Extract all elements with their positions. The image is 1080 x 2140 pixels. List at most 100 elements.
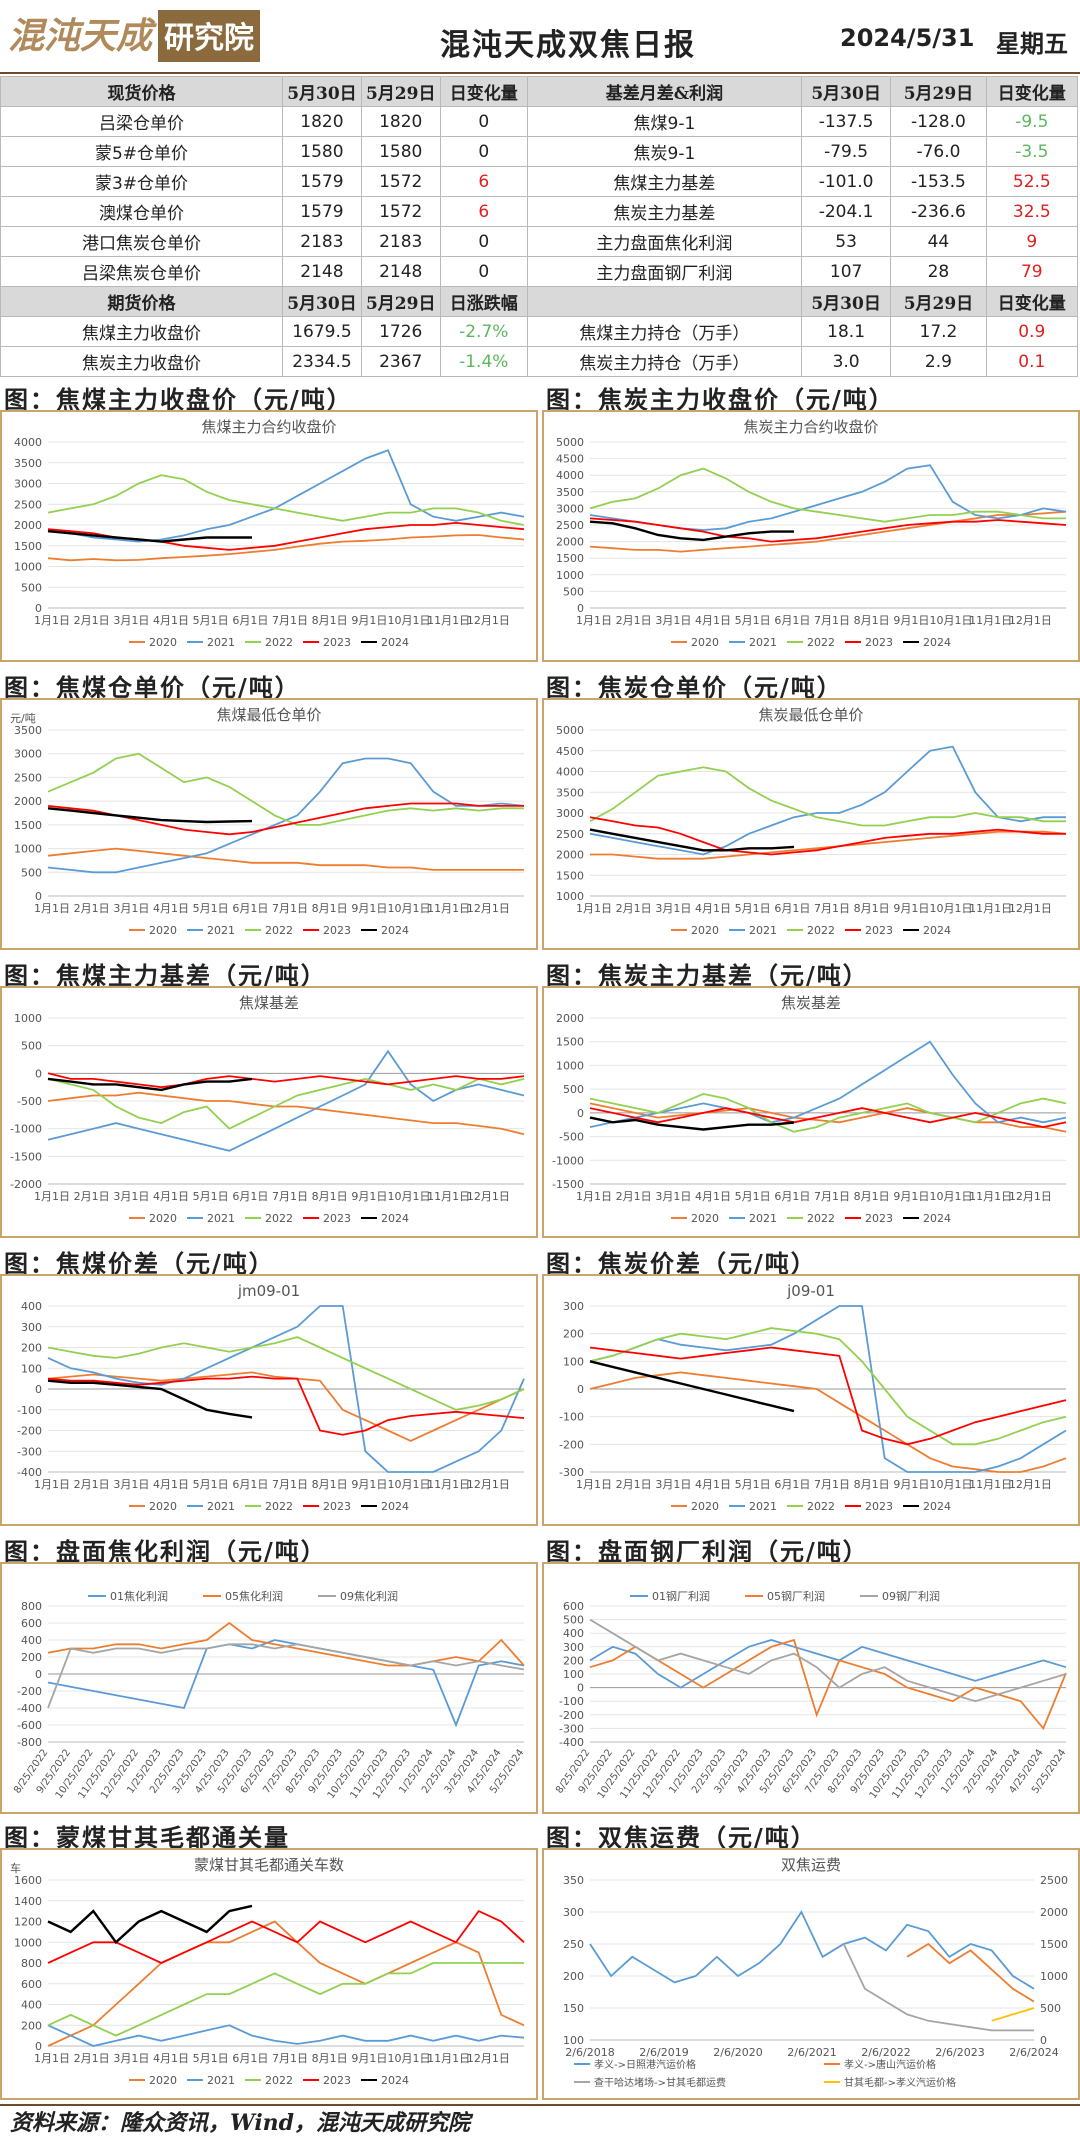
x-tick-label: 1月1日 (34, 1190, 70, 1203)
row-label: 焦煤主力持仓（万手） (526, 316, 802, 347)
x-tick-label: 4月1日 (153, 2052, 189, 2065)
row-label: 澳煤仓单价 (0, 196, 284, 227)
legend-label: 2023 (865, 1500, 893, 1513)
legend-label: 2022 (265, 2074, 293, 2087)
y-tick-label: 500 (563, 1614, 584, 1627)
chart-panel: 焦煤主力合约收盘价 0 500 1000 1500 2000 2500 3000 3500 400… (0, 410, 538, 662)
x-tick-label: 4月1日 (695, 1190, 731, 1203)
chart-svg: 焦炭最低仓单价 1000 1500 2000 2500 3000 3500 4000 4500 5… (556, 706, 1067, 937)
value-cell: 3.0 (800, 346, 892, 377)
section-title: 图：盘面钢厂利润（元/吨） (546, 1537, 869, 1566)
y-tick-label: -200 (17, 1425, 42, 1438)
y-tick-label: -1000 (10, 1123, 42, 1136)
y2-tick-label: 2000 (1040, 1906, 1068, 1919)
legend-label: 2021 (207, 1212, 235, 1225)
value-cell: -153.5 (890, 166, 987, 197)
y-tick-label: -400 (559, 1736, 584, 1749)
y-tick-label: 1000 (556, 890, 584, 903)
value-cell: 1579 (282, 166, 362, 197)
series-line (47, 847, 524, 871)
y-tick-label: 1500 (14, 819, 42, 832)
chart-svg: 焦煤主力合约收盘价 0 500 1000 1500 2000 2500 3000 3500 400… (14, 418, 525, 649)
value-cell: 1580 (360, 136, 441, 167)
series-line (589, 1346, 1067, 1446)
legend-label: 09焦化利润 (340, 1589, 398, 1603)
x-tick-label: 5月1日 (735, 902, 771, 915)
legend-label: 孝义->日照港汽运价格 (594, 2058, 696, 2071)
x-tick-label: 7月1日 (272, 1478, 308, 1491)
chart-panel: 焦煤最低仓单价 元/吨 0 500 1000 1500 2000 2500 3000 3500 1月… (0, 698, 538, 950)
x-tick-label: 2/6/2021 (787, 2046, 836, 2059)
table-row: 蒙3#仓单价 1579 1572 6 焦煤主力基差 -101.0 -153.5 52.5 (0, 166, 1079, 197)
series-line (47, 1305, 525, 1473)
section-title: 图：焦炭主力基差（元/吨） (546, 961, 869, 990)
x-tick-label: 2月1日 (74, 1190, 110, 1203)
legend-label: 2023 (323, 2074, 351, 2087)
x-tick-label: 12月1日 (467, 2052, 510, 2065)
table-header-cell: 5月30日 (800, 76, 892, 107)
row-label: 主力盘面钢厂利润 (526, 256, 802, 287)
legend-label: 2024 (381, 636, 409, 649)
change-cell: -1.4% (439, 346, 528, 377)
section-title: 图：焦煤仓单价（元/吨） (4, 673, 301, 702)
x-tick-label: 12月1日 (1009, 902, 1052, 915)
chart-title: j09-01 (786, 1282, 835, 1300)
series-line (589, 1371, 1067, 1473)
legend-label: 2022 (265, 636, 293, 649)
y-tick-label: 4500 (556, 745, 584, 758)
x-tick-label: 5月1日 (193, 614, 229, 627)
change-cell: 0 (439, 226, 528, 257)
x-tick-label: 1月1日 (576, 1190, 612, 1203)
x-tick-label: 4月1日 (695, 614, 731, 627)
change-cell: 6 (439, 196, 528, 227)
legend-label: 2024 (381, 1212, 409, 1225)
y-tick-label: 500 (563, 1083, 584, 1096)
series-line (589, 1107, 1067, 1129)
x-tick-label: 12月1日 (467, 1190, 510, 1203)
series-line (47, 1077, 253, 1092)
legend-label: 2023 (323, 1500, 351, 1513)
y-tick-label: -400 (17, 1466, 42, 1479)
series-line (47, 1336, 525, 1411)
y-tick-label: -300 (559, 1722, 584, 1735)
header: 混沌天成 研究院 混沌天成双焦日报 2024/5/31 星期五 (0, 0, 1080, 74)
legend-label: 2023 (323, 924, 351, 937)
value-cell: 2183 (282, 226, 362, 257)
x-tick-label: 10月1日 (388, 902, 431, 915)
change-cell: 6 (439, 166, 528, 197)
table-row: 焦煤主力收盘价 1679.5 1726 -2.7% 焦煤主力持仓（万手） 18.1 17.2… (0, 316, 1079, 347)
series-line (589, 1360, 795, 1413)
series-line (47, 1091, 525, 1136)
y-tick-label: 3000 (14, 748, 42, 761)
x-tick-label: 9月1日 (351, 2052, 387, 2065)
x-tick-label: 3月1日 (655, 614, 691, 627)
y-tick-label: 300 (563, 1300, 584, 1313)
x-tick-label: 2/6/2020 (713, 2046, 762, 2059)
series-line (589, 1092, 1067, 1133)
y-tick-label: 3000 (556, 502, 584, 515)
y-tick-label: 800 (21, 1600, 42, 1613)
x-tick-label: 2月1日 (616, 902, 652, 915)
x-tick-label: 7月1日 (814, 1190, 850, 1203)
x-tick-label: 7月1日 (814, 614, 850, 627)
value-cell: -137.5 (800, 106, 892, 137)
x-tick-label: 5月1日 (193, 902, 229, 915)
series-line (47, 2024, 525, 2047)
series-line (47, 1375, 525, 1436)
y-tick-label: -400 (17, 1702, 42, 1715)
value-cell: 1572 (360, 166, 441, 197)
y-tick-label: 1500 (556, 552, 584, 565)
value-cell: 44 (890, 226, 987, 257)
y-tick-label: 0 (577, 1107, 584, 1120)
legend-label: 2022 (265, 1500, 293, 1513)
legend-label: 2022 (265, 1212, 293, 1225)
chart-panel: 焦炭基差 -1500 -1000 -500 0 500 1000 1500 2000 1月1日 2月… (542, 986, 1080, 1238)
y-tick-label: -1500 (552, 1178, 584, 1191)
legend-label: 2021 (207, 1500, 235, 1513)
x-tick-label: 4月1日 (695, 1478, 731, 1491)
x-tick-label: 10月1日 (388, 614, 431, 627)
chart-panel: -800 -600 -400 -200 0 200 400 600 800 8/25/2022 9/… (0, 1562, 538, 1814)
y-tick-label: 100 (563, 1668, 584, 1681)
legend-label: 01钢厂利润 (652, 1589, 710, 1603)
x-tick-label: 9月1日 (351, 1190, 387, 1203)
